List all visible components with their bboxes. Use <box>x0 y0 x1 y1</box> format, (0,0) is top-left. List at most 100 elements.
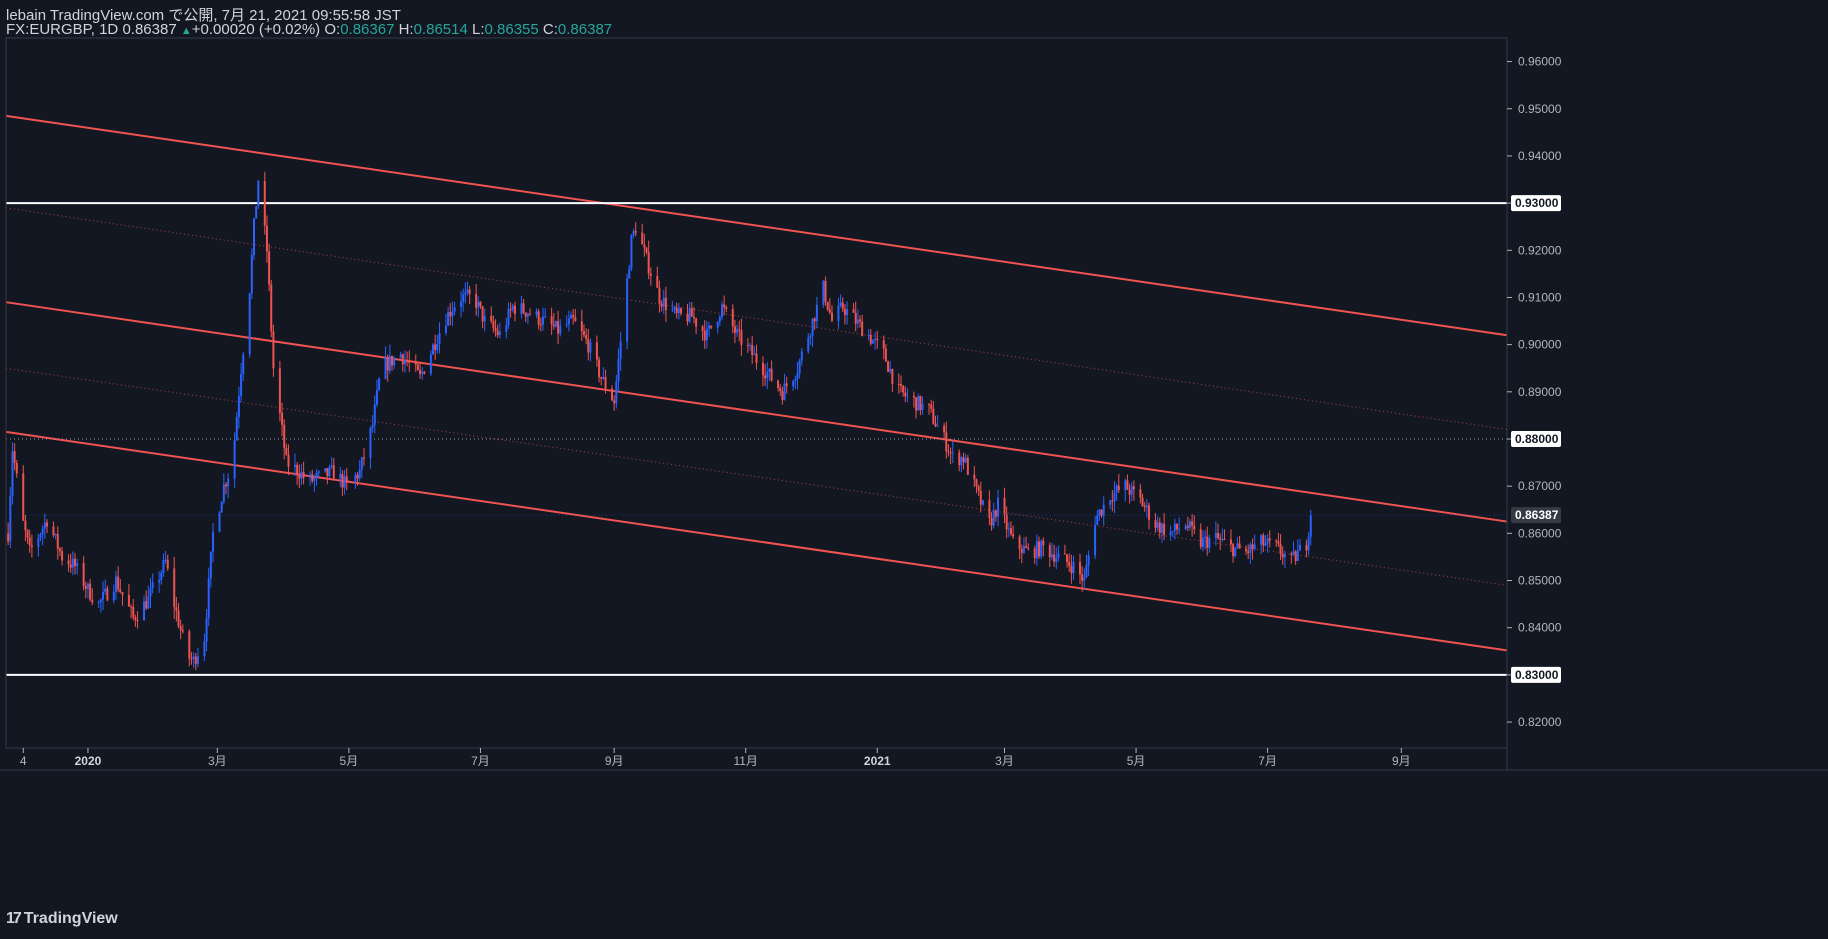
candle-down[interactable] <box>1068 553 1071 572</box>
candle-down[interactable] <box>1238 535 1241 549</box>
candle-down[interactable] <box>649 267 652 286</box>
candle-down[interactable] <box>764 364 767 387</box>
candle-down[interactable] <box>24 514 27 542</box>
candle-up[interactable] <box>1035 534 1038 566</box>
candle-up[interactable] <box>403 350 406 373</box>
candle-down[interactable] <box>1070 554 1073 584</box>
candle-up[interactable] <box>160 570 163 585</box>
candle-down[interactable] <box>990 512 993 531</box>
candle-down[interactable] <box>449 303 452 326</box>
candle-down[interactable] <box>13 443 16 471</box>
candle-down[interactable] <box>1268 530 1271 548</box>
candle-up[interactable] <box>227 473 230 499</box>
candle-down[interactable] <box>1279 534 1282 561</box>
candle-up[interactable] <box>822 280 825 308</box>
candle-down[interactable] <box>1027 543 1030 551</box>
candle-down[interactable] <box>132 598 135 621</box>
candle-down[interactable] <box>746 338 749 353</box>
candle-down[interactable] <box>928 403 931 415</box>
candle-up[interactable] <box>313 474 316 492</box>
candle-up[interactable] <box>354 472 357 490</box>
candle-up[interactable] <box>143 595 146 621</box>
candle-up[interactable] <box>807 333 810 354</box>
candle-down[interactable] <box>770 360 773 382</box>
candle-down[interactable] <box>557 310 560 345</box>
candle-up[interactable] <box>1173 518 1176 540</box>
channel-midline[interactable] <box>5 367 1508 586</box>
candle-up[interactable] <box>1085 554 1088 579</box>
candle-down[interactable] <box>731 304 734 334</box>
candle-down[interactable] <box>496 324 499 338</box>
candle-up[interactable] <box>240 363 243 403</box>
candle-down[interactable] <box>1158 517 1161 539</box>
candle-down[interactable] <box>1277 532 1280 547</box>
candle-up[interactable] <box>444 314 447 336</box>
candle-up[interactable] <box>718 314 721 327</box>
candle-down[interactable] <box>326 467 329 485</box>
candle-down[interactable] <box>680 307 683 316</box>
candle-up[interactable] <box>384 346 387 380</box>
candle-down[interactable] <box>136 611 139 629</box>
candle-down[interactable] <box>522 298 525 315</box>
candle-down[interactable] <box>1078 553 1081 585</box>
candle-down[interactable] <box>1018 534 1021 559</box>
candle-up[interactable] <box>1109 499 1112 510</box>
candle-down[interactable] <box>904 386 907 403</box>
candle-up[interactable] <box>1022 537 1025 555</box>
candle-down[interactable] <box>1063 544 1066 555</box>
candle-down[interactable] <box>824 276 827 306</box>
candle-up[interactable] <box>466 281 469 296</box>
candle-up[interactable] <box>617 348 620 393</box>
candle-down[interactable] <box>1139 483 1142 504</box>
candle-down[interactable] <box>414 354 417 372</box>
candle-up[interactable] <box>1214 521 1217 546</box>
candle-down[interactable] <box>341 470 344 497</box>
candle-down[interactable] <box>932 401 935 425</box>
candle-down[interactable] <box>574 309 577 322</box>
candle-down[interactable] <box>302 461 305 485</box>
candle-down[interactable] <box>1305 539 1308 558</box>
candle-down[interactable] <box>785 376 788 394</box>
candle-up[interactable] <box>1236 537 1239 550</box>
candle-up[interactable] <box>76 558 79 575</box>
candle-up[interactable] <box>964 453 967 464</box>
candle-down[interactable] <box>930 399 933 413</box>
candle-up[interactable] <box>378 376 381 392</box>
candle-down[interactable] <box>884 344 887 362</box>
candle-down[interactable] <box>188 629 191 667</box>
candle-down[interactable] <box>912 391 915 408</box>
candle-up[interactable] <box>1208 534 1211 553</box>
candle-down[interactable] <box>934 415 937 428</box>
candle-up[interactable] <box>196 647 199 668</box>
candle-down[interactable] <box>26 528 29 544</box>
candle-down[interactable] <box>781 386 784 405</box>
candle-down[interactable] <box>1217 523 1220 541</box>
candle-up[interactable] <box>874 332 877 350</box>
candle-down[interactable] <box>69 553 72 574</box>
candle-down[interactable] <box>1025 536 1028 549</box>
candle-up[interactable] <box>451 301 454 326</box>
candle-down[interactable] <box>675 302 678 319</box>
candle-down[interactable] <box>1251 538 1254 560</box>
candle-down[interactable] <box>1066 553 1069 568</box>
candle-up[interactable] <box>209 551 212 588</box>
candle-up[interactable] <box>1160 522 1163 543</box>
candle-up[interactable] <box>9 487 12 548</box>
candle-up[interactable] <box>1296 539 1299 562</box>
candle-up[interactable] <box>630 233 633 272</box>
candle-up[interactable] <box>1188 518 1191 531</box>
candle-up[interactable] <box>992 502 995 529</box>
candle-up[interactable] <box>1007 522 1010 537</box>
candle-down[interactable] <box>347 480 350 483</box>
candle-up[interactable] <box>856 309 859 329</box>
candle-down[interactable] <box>408 350 411 372</box>
candle-up[interactable] <box>526 312 529 325</box>
candle-down[interactable] <box>943 422 946 440</box>
candle-down[interactable] <box>755 344 758 370</box>
candle-up[interactable] <box>233 432 236 488</box>
candle-up[interactable] <box>1184 523 1187 531</box>
candle-up[interactable] <box>565 315 568 328</box>
candle-down[interactable] <box>283 419 286 460</box>
candle-down[interactable] <box>751 335 754 364</box>
